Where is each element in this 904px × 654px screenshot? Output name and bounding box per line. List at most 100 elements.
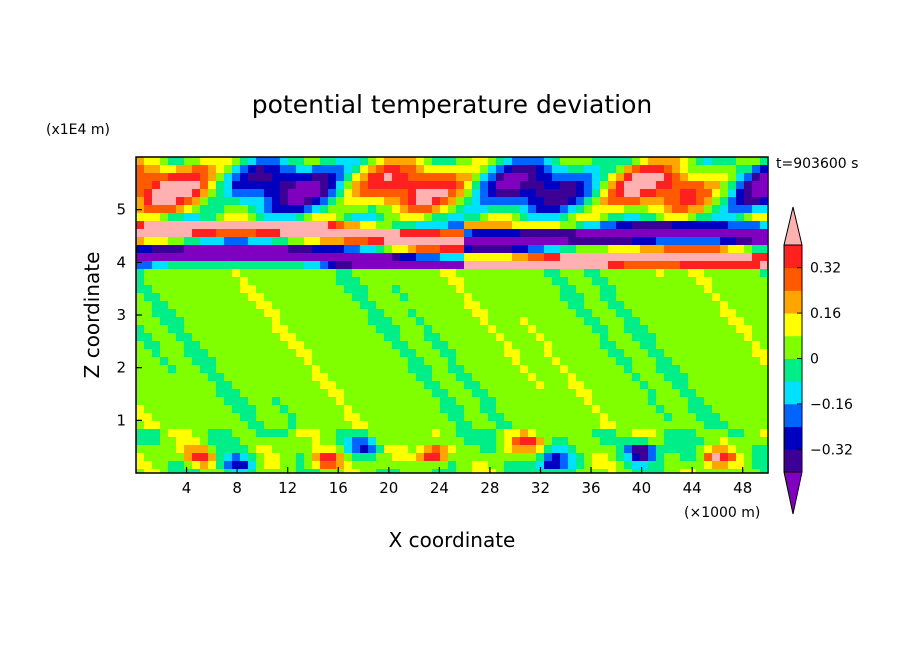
contour-cell <box>336 229 345 238</box>
contour-cell <box>624 229 633 238</box>
contour-cell <box>472 181 481 190</box>
contour-cell <box>160 165 169 174</box>
contour-cell <box>680 373 689 382</box>
contour-cell <box>664 213 673 222</box>
contour-cell <box>496 461 505 470</box>
contour-cell <box>736 453 745 462</box>
contour-cell <box>472 429 481 438</box>
contour-cell <box>696 285 705 294</box>
contour-cell <box>184 237 193 246</box>
contour-cell <box>536 181 545 190</box>
contour-cell <box>672 285 681 294</box>
contour-cell <box>616 405 625 414</box>
contour-cell <box>616 205 625 214</box>
contour-cell <box>272 365 281 374</box>
contour-cell <box>432 421 441 430</box>
contour-cell <box>600 285 609 294</box>
contour-cell <box>480 213 489 222</box>
contour-cell <box>528 173 537 182</box>
contour-cell <box>216 189 225 198</box>
contour-cell <box>488 445 497 454</box>
contour-cell <box>344 325 353 334</box>
contour-cell <box>136 197 145 206</box>
contour-cell <box>528 229 537 238</box>
contour-cell <box>176 381 185 390</box>
x-tick-label: 48 <box>733 479 752 497</box>
contour-cell <box>432 309 441 318</box>
contour-cell <box>688 445 697 454</box>
contour-cell <box>136 261 145 270</box>
contour-cell <box>152 269 161 278</box>
contour-cell <box>552 245 561 254</box>
contour-cell <box>360 437 369 446</box>
contour-cell <box>688 277 697 286</box>
contour-cell <box>584 373 593 382</box>
contour-cell <box>456 269 465 278</box>
contour-cell <box>384 197 393 206</box>
contour-cell <box>696 197 705 206</box>
contour-cell <box>432 189 441 198</box>
contour-cell <box>728 293 737 302</box>
contour-cell <box>520 309 529 318</box>
contour-cell <box>560 205 569 214</box>
contour-cell <box>176 461 185 470</box>
contour-cell <box>544 333 553 342</box>
contour-cell <box>280 469 289 473</box>
contour-cell <box>136 165 145 174</box>
contour-cell <box>448 205 457 214</box>
contour-cell <box>136 269 145 278</box>
contour-cell <box>264 293 273 302</box>
contour-cell <box>656 213 665 222</box>
contour-cell <box>248 237 257 246</box>
contour-cell <box>600 301 609 310</box>
contour-cell <box>240 325 249 334</box>
contour-cell <box>376 469 385 473</box>
contour-cell <box>352 469 361 473</box>
contour-cell <box>680 277 689 286</box>
contour-cell <box>232 445 241 454</box>
contour-cell <box>680 365 689 374</box>
contour-cell <box>680 341 689 350</box>
contour-cell <box>432 301 441 310</box>
contour-cell <box>584 277 593 286</box>
contour-cell <box>544 165 553 174</box>
contour-cell <box>568 373 577 382</box>
contour-cell <box>488 317 497 326</box>
contour-cell <box>344 445 353 454</box>
contour-cell <box>248 461 257 470</box>
contour-cell <box>320 157 329 166</box>
contour-cell <box>712 205 721 214</box>
contour-cell <box>152 381 161 390</box>
contour-cell <box>680 189 689 198</box>
contour-cell <box>248 269 257 278</box>
contour-cell <box>696 181 705 190</box>
contour-cell <box>648 445 657 454</box>
contour-cell <box>536 421 545 430</box>
contour-cell <box>456 421 465 430</box>
contour-cell <box>616 317 625 326</box>
contour-cell <box>568 413 577 422</box>
contour-cell <box>648 405 657 414</box>
contour-cell <box>632 405 641 414</box>
contour-cell <box>472 165 481 174</box>
contour-cell <box>216 341 225 350</box>
contour-cell <box>672 317 681 326</box>
contour-cell <box>488 413 497 422</box>
contour-cell <box>728 181 737 190</box>
contour-cell <box>368 229 377 238</box>
contour-cell <box>624 173 633 182</box>
contour-cell <box>200 317 209 326</box>
contour-cell <box>256 469 265 473</box>
contour-cell <box>744 269 753 278</box>
contour-cell <box>576 261 585 270</box>
contour-cell <box>328 213 337 222</box>
contour-cell <box>704 397 713 406</box>
contour-cell <box>264 253 273 262</box>
contour-cell <box>752 421 761 430</box>
contour-cell <box>304 373 313 382</box>
contour-cell <box>536 341 545 350</box>
contour-cell <box>648 189 657 198</box>
contour-cell <box>720 197 729 206</box>
contour-cell <box>320 373 329 382</box>
contour-cell <box>504 261 513 270</box>
